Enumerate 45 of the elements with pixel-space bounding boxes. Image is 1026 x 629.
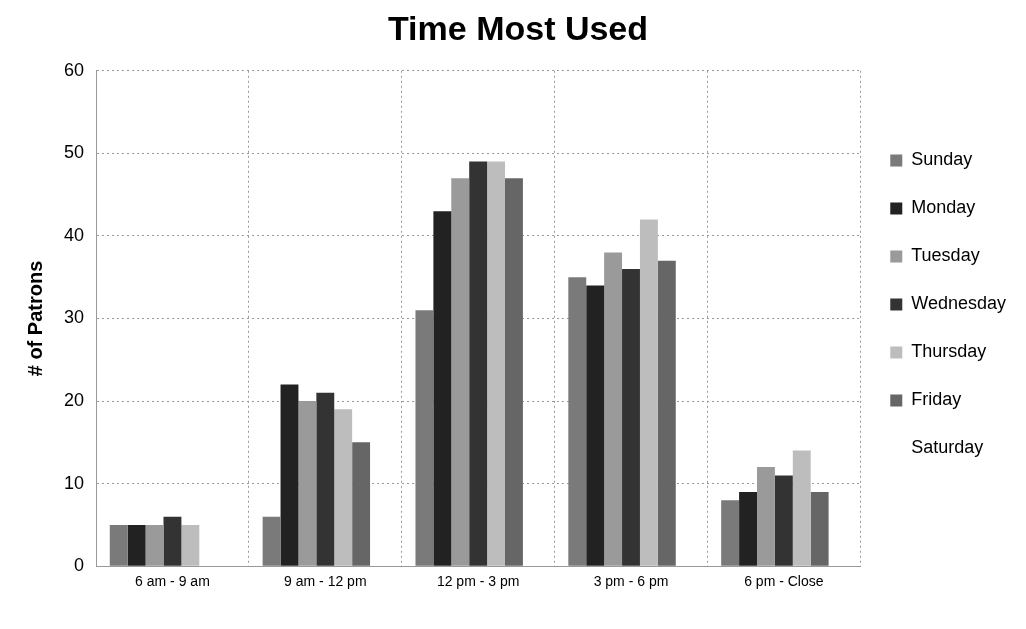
legend-label: Sunday [911,149,973,170]
y-tick-label: 40 [63,224,85,245]
y-tick-label: 60 [63,59,85,80]
bar [415,310,434,566]
bar [657,260,676,566]
bar [792,450,811,566]
bar [334,409,353,566]
bar [262,516,281,566]
y-tick-label: 10 [63,472,85,493]
bar [181,524,200,566]
text: Saturday [911,437,984,458]
bar [487,161,505,566]
legend-label: Friday [911,389,962,410]
bar [568,277,587,566]
x-tick-label: 12 pm - 3 pm [436,573,520,590]
bar [639,219,658,566]
legend-label: Monday [911,197,976,218]
bar [109,524,128,566]
x-tick-label: 9 am - 12 pm [284,573,367,590]
y-tick-label: 30 [63,307,85,328]
bar [469,161,488,566]
bar [721,500,740,566]
legend-label: Tuesday [911,245,980,266]
bar [810,491,829,566]
x-tick-label: 6 am - 9 am [135,573,210,590]
bar [505,178,523,566]
bar [739,491,757,566]
chart-title: Time Most Used [387,8,649,47]
y-tick-label: 0 [74,555,85,576]
bar [280,384,299,566]
legend-label: Wednesday [911,293,1007,314]
bar [433,211,452,566]
bar [163,516,182,566]
bar [316,392,335,566]
bar [127,524,146,566]
bar [622,268,640,566]
x-tick-label: 3 pm - 6 pm [593,573,669,590]
bar [586,285,605,566]
y-tick-label: 20 [63,390,85,411]
bar [352,442,371,566]
legend-label: Thursday [911,341,987,362]
y-tick-label: 50 [63,142,85,163]
x-tick-label: 6 pm - Close [744,573,824,590]
bar [774,475,793,566]
y-axis-title: # of Patrons [23,260,46,377]
